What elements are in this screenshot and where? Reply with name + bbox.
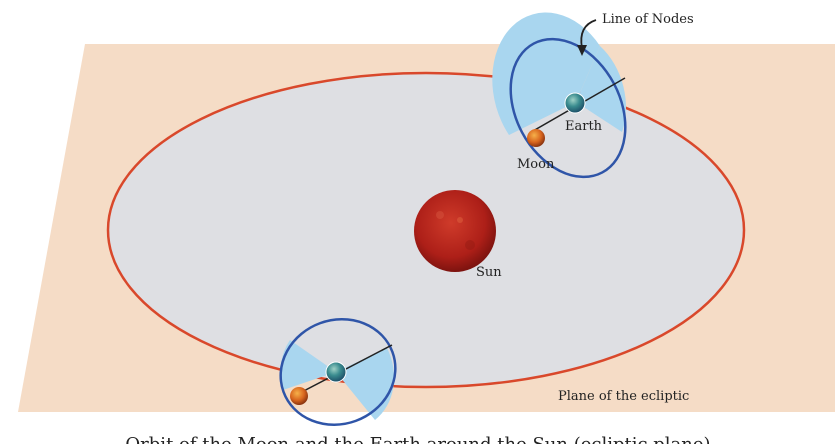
earth-lower bbox=[325, 361, 347, 383]
sun bbox=[414, 190, 496, 272]
figure-caption: Orbit of the Moon and the Earth around t… bbox=[125, 434, 710, 444]
moon-label: Moon bbox=[517, 157, 555, 172]
earth-label: Earth bbox=[565, 119, 603, 134]
moon-orbit-upper bbox=[492, 12, 627, 179]
sun-texture bbox=[436, 211, 444, 219]
plane-label: Plane of the ecliptic bbox=[558, 389, 689, 404]
earth-upper bbox=[564, 92, 586, 114]
moon-upper bbox=[527, 129, 545, 147]
line-of-nodes-label: Line of Nodes bbox=[602, 12, 694, 27]
sun-label: Sun bbox=[476, 265, 502, 280]
moon-lower bbox=[290, 387, 308, 405]
line-of-nodes-pointer bbox=[580, 19, 597, 49]
